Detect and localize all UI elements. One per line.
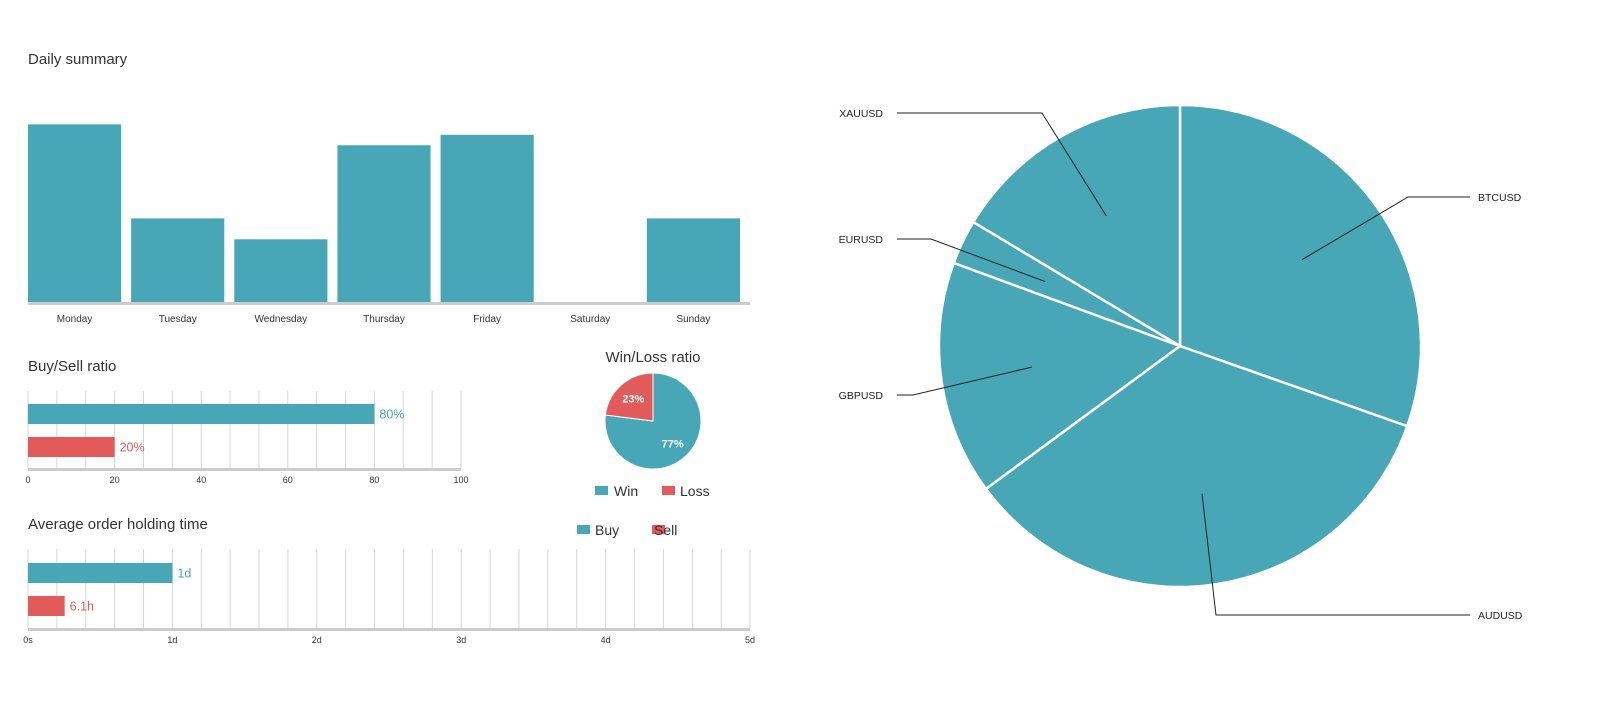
buy-sell-chart: 80% 20% 0 20 40 60 80 100 xyxy=(25,391,469,485)
daily-bar-monday xyxy=(28,124,122,302)
holding-bar-buy xyxy=(28,563,173,583)
daily-bar-thursday xyxy=(337,145,431,302)
holding-bar-value-label: 6.1h xyxy=(70,600,94,614)
buysell-tick-label: 20 xyxy=(110,475,120,485)
instrument-label-gbpusd: GBPUSD xyxy=(839,390,884,402)
legend-swatch-buy xyxy=(577,525,590,534)
leader-line xyxy=(1301,196,1470,261)
instrument-slice-xauusd xyxy=(971,103,1182,349)
holding-tick-label: 3d xyxy=(456,635,466,645)
holding-tick-label: 4d xyxy=(601,635,611,645)
win-loss-chart: 77% 23% Win Loss xyxy=(595,372,710,499)
daily-tick-label: Monday xyxy=(57,314,93,325)
legend-label-win: Win xyxy=(614,483,638,499)
holding-tick-label: 1d xyxy=(167,635,177,645)
holding-tick-label: 5d xyxy=(745,635,755,645)
legend-label-loss: Loss xyxy=(680,483,710,499)
daily-tick-label: Thursday xyxy=(363,314,405,325)
buysell-tick-label: 0 xyxy=(25,475,30,485)
buysell-tick-label: 100 xyxy=(453,475,468,485)
daily-tick-label: Friday xyxy=(473,314,501,325)
holding-time-chart: 1d 6.1h 0s 1d 2d 3d 4d 5d Buy Sell xyxy=(23,522,755,645)
daily-bar-friday xyxy=(440,134,534,302)
legend-swatch-win xyxy=(595,486,608,495)
daily-tick-label: Sunday xyxy=(676,314,710,325)
winloss-slice-label: 77% xyxy=(662,438,684,450)
instrument-slice-btcusd xyxy=(1178,103,1423,428)
daily-bar-sunday xyxy=(646,218,740,302)
buysell-bar-0 xyxy=(28,404,375,424)
holding-tick-label: 0s xyxy=(23,635,33,645)
daily-tick-label: Tuesday xyxy=(159,314,197,325)
daily-summary-chart: Monday Tuesday Wednesday Thursday Friday Satu… xyxy=(28,124,750,325)
legend-label-buy: Buy xyxy=(595,522,619,538)
daily-tick-label: Wednesday xyxy=(255,314,308,325)
leader-line xyxy=(897,112,1107,217)
buysell-bar-value-label: 20% xyxy=(120,441,145,455)
leader-line xyxy=(1201,493,1470,616)
legend-swatch-sell xyxy=(652,525,665,534)
buysell-bar-1 xyxy=(28,437,115,457)
buy-sell-title: Buy/Sell ratio xyxy=(28,358,116,375)
instrument-label-xauusd: XAUUSD xyxy=(839,108,883,120)
holding-time-title: Average order holding time xyxy=(28,516,208,533)
holding-tick-label: 2d xyxy=(312,635,322,645)
daily-bar-tuesday xyxy=(131,218,225,302)
legend-swatch-loss xyxy=(662,486,675,495)
instrument-slice-gbpusd xyxy=(937,261,1183,491)
daily-bar-wednesday xyxy=(234,239,328,302)
daily-summary-title: Daily summary xyxy=(28,51,128,68)
daily-tick-label: Saturday xyxy=(570,314,610,325)
buysell-tick-label: 40 xyxy=(196,475,206,485)
winloss-slice-win xyxy=(604,372,702,470)
winloss-slice-loss xyxy=(604,372,654,422)
instrument-label-audusd: AUDUSD xyxy=(1478,610,1523,622)
legend-label-sell: Sell xyxy=(654,522,677,538)
instrument-label-btcusd: BTCUSD xyxy=(1478,192,1522,204)
instrument-label-eurusd: EURUSD xyxy=(839,234,884,246)
leader-line xyxy=(897,366,1033,396)
instrument-slice-audusd xyxy=(984,344,1409,589)
instrument-pie-chart: BTCUSD AUDUSD GBPUSD EURUSD XAUUSD xyxy=(839,103,1523,622)
holding-bar-value-label: 1d xyxy=(177,567,191,581)
buysell-tick-label: 80 xyxy=(369,475,379,485)
leader-line xyxy=(897,238,1046,283)
winloss-slice-label: 23% xyxy=(622,394,644,406)
win-loss-title: Win/Loss ratio xyxy=(605,349,700,366)
holding-bar-sell xyxy=(28,596,65,616)
buysell-tick-label: 60 xyxy=(283,475,293,485)
buysell-bar-value-label: 80% xyxy=(379,408,404,422)
